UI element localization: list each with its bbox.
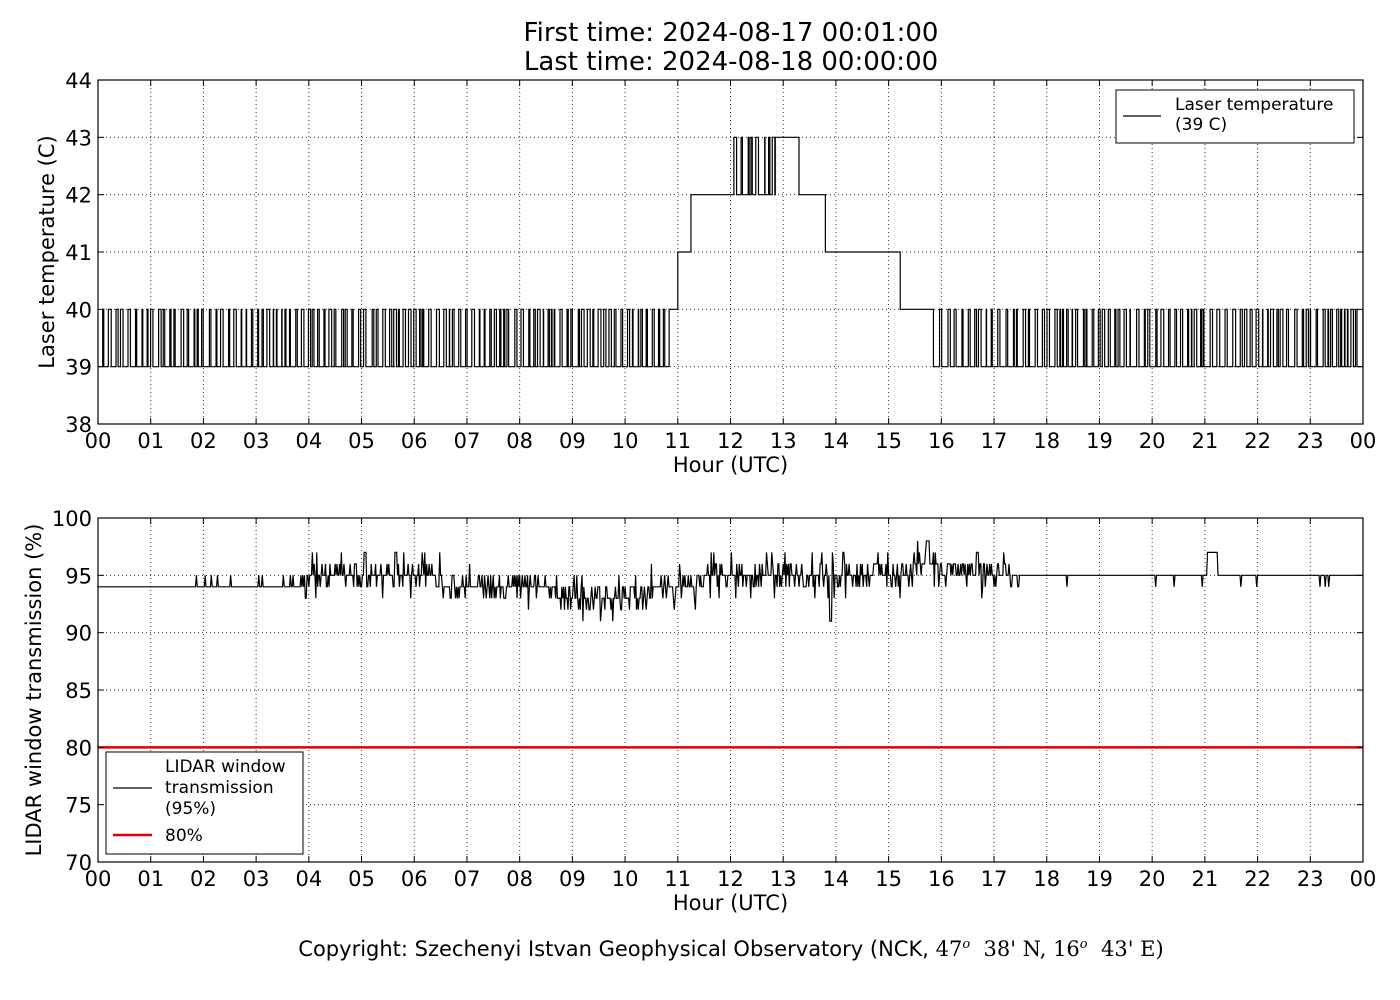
chart2-x-tick-label: 22 <box>1244 867 1271 891</box>
chart2-legend-label: (95%) <box>165 799 216 819</box>
chart2-y-tick-label: 95 <box>65 564 92 588</box>
chart1-x-tick-label: 12 <box>717 429 744 453</box>
chart1-y-tick-label: 41 <box>65 241 92 265</box>
copyright-footer: Copyright: Szechenyi Istvan Geophysical … <box>0 937 1400 961</box>
chart1-x-tick-label: 22 <box>1244 429 1271 453</box>
chart1-x-tick-label: 20 <box>1139 429 1166 453</box>
chart1-x-tick-label: 18 <box>1033 429 1060 453</box>
chart1-x-tick-label: 03 <box>243 429 270 453</box>
chart2-legend-label: transmission <box>165 778 274 798</box>
chart2-x-tick-label: 04 <box>295 867 322 891</box>
chart1-x-tick-label: 23 <box>1297 429 1324 453</box>
chart1-x-tick-label: 10 <box>612 429 639 453</box>
chart2-x-tick-label: 03 <box>243 867 270 891</box>
chart2-y-tick-label: 75 <box>65 794 92 818</box>
chart1-x-tick-label: 06 <box>401 429 428 453</box>
chart1-x-tick-label: 14 <box>823 429 850 453</box>
chart1-x-tick-label: 11 <box>664 429 691 453</box>
chart1-x-tick-label: 09 <box>559 429 586 453</box>
chart2-x-tick-label: 18 <box>1033 867 1060 891</box>
longitude-degrees: 16 <box>1053 937 1080 961</box>
chart2-x-tick-label: 01 <box>137 867 164 891</box>
chart1-y-tick-label: 43 <box>65 126 92 150</box>
chart2-x-tick-label: 21 <box>1192 867 1219 891</box>
longitude-minutes: 43' E) <box>1100 937 1164 961</box>
chart-title-line-1: First time: 2024-08-17 00:01:00 <box>523 18 939 48</box>
chart1-x-tick-label: 01 <box>137 429 164 453</box>
latitude-minutes: 38' N, <box>983 937 1054 961</box>
chart2-x-tick-label: 17 <box>981 867 1008 891</box>
chart1-x-tick-label: 00 <box>85 429 112 453</box>
chart2-x-tick-label: 20 <box>1139 867 1166 891</box>
chart1-x-tick-label: 21 <box>1192 429 1219 453</box>
chart2-x-tick-label: 00 <box>1350 867 1377 891</box>
chart1-legend-label: Laser temperature <box>1175 95 1333 115</box>
chart2-x-tick-label: 10 <box>612 867 639 891</box>
chart2-y-tick-label: 80 <box>65 736 92 760</box>
chart1-x-axis-label: Hour (UTC) <box>673 453 788 477</box>
chart1-x-tick-label: 00 <box>1350 429 1377 453</box>
chart2-x-tick-label: 00 <box>85 867 112 891</box>
chart1-x-tick-label: 15 <box>875 429 902 453</box>
chart2-x-tick-label: 23 <box>1297 867 1324 891</box>
chart1-x-tick-label: 04 <box>295 429 322 453</box>
chart2-y-tick-label: 85 <box>65 679 92 703</box>
chart1-y-tick-label: 44 <box>65 69 92 93</box>
chart1-y-tick-label: 38 <box>65 413 92 437</box>
chart2-y-tick-label: 70 <box>65 851 92 875</box>
chart2-legend-label: 80% <box>165 826 203 846</box>
chart2-x-tick-label: 12 <box>717 867 744 891</box>
chart2-x-tick-label: 07 <box>454 867 481 891</box>
chart2-series-line <box>98 540 1363 622</box>
chart1-x-tick-label: 02 <box>190 429 217 453</box>
chart2-legend-box <box>105 751 304 855</box>
chart2-x-axis-label: Hour (UTC) <box>673 891 788 915</box>
chart1-x-tick-label: 19 <box>1086 429 1113 453</box>
longitude-degree-mark: o <box>1079 937 1088 952</box>
chart2-y-tick-label: 90 <box>65 622 92 646</box>
chart2-x-tick-label: 05 <box>348 867 375 891</box>
chart2-x-tick-label: 16 <box>928 867 955 891</box>
chart1-y-tick-label: 42 <box>65 184 92 208</box>
chart1-x-tick-label: 16 <box>928 429 955 453</box>
latitude-degrees: 47 <box>935 937 963 961</box>
chart1-x-tick-label: 07 <box>454 429 481 453</box>
chart2-x-tick-label: 06 <box>401 867 428 891</box>
chart2-x-tick-label: 11 <box>664 867 691 891</box>
chart1-legend-label: (39 C) <box>1175 115 1227 135</box>
chart2-x-tick-label: 08 <box>506 867 533 891</box>
chart2-x-tick-label: 14 <box>823 867 850 891</box>
chart2-x-tick-label: 15 <box>875 867 902 891</box>
chart1-x-tick-label: 17 <box>981 429 1008 453</box>
chart1-y-axis-label: Laser temperature (C) <box>35 135 59 368</box>
chart1-series-line <box>98 136 1364 368</box>
copyright-prefix: Copyright: Szechenyi Istvan Geophysical … <box>298 937 936 961</box>
chart2-x-tick-label: 13 <box>770 867 797 891</box>
chart2-legend-label: LIDAR window <box>165 757 286 777</box>
chart-title-line-2: Last time: 2024-08-18 00:00:00 <box>523 47 939 77</box>
chart1-x-tick-label: 05 <box>348 429 375 453</box>
latitude-degree-mark: o <box>962 937 971 952</box>
chart1-y-tick-label: 39 <box>65 356 92 380</box>
chart1-x-tick-label: 13 <box>770 429 797 453</box>
chart2-y-tick-label: 100 <box>52 507 92 531</box>
chart1-y-tick-label: 40 <box>65 298 92 322</box>
chart2-x-tick-label: 09 <box>559 867 586 891</box>
chart2-x-tick-label: 02 <box>190 867 217 891</box>
chart1-x-tick-label: 08 <box>506 429 533 453</box>
chart2-x-tick-label: 19 <box>1086 867 1113 891</box>
chart2-y-axis-label: LIDAR window transmission (%) <box>22 524 46 857</box>
